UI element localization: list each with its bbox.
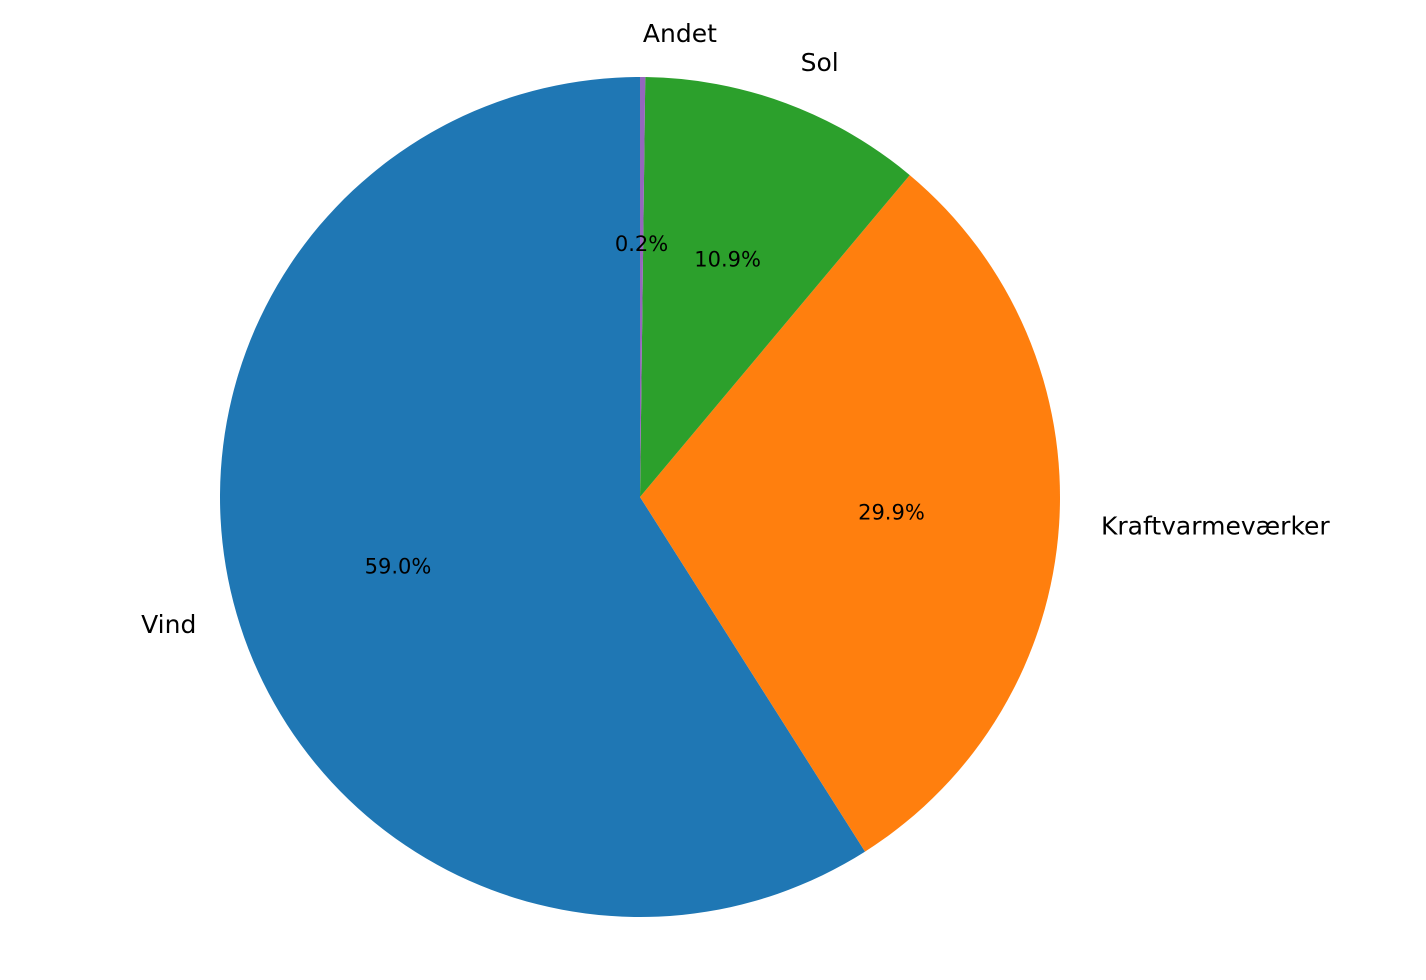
slice-label: Vind — [141, 610, 196, 639]
percent-label: 29.9% — [858, 501, 925, 525]
pie-slice — [640, 77, 646, 497]
pie-slice — [640, 175, 1060, 852]
slice-label: Kraftvarmeværker — [1101, 511, 1330, 540]
slice-label: Andet — [643, 19, 717, 48]
slice-label: Sol — [801, 48, 839, 77]
percent-label: 59.0% — [365, 554, 432, 578]
pie-slice — [220, 77, 866, 918]
pie-slice — [640, 77, 910, 497]
percent-label: 0.2% — [615, 232, 668, 256]
percent-label: 10.9% — [694, 248, 761, 272]
